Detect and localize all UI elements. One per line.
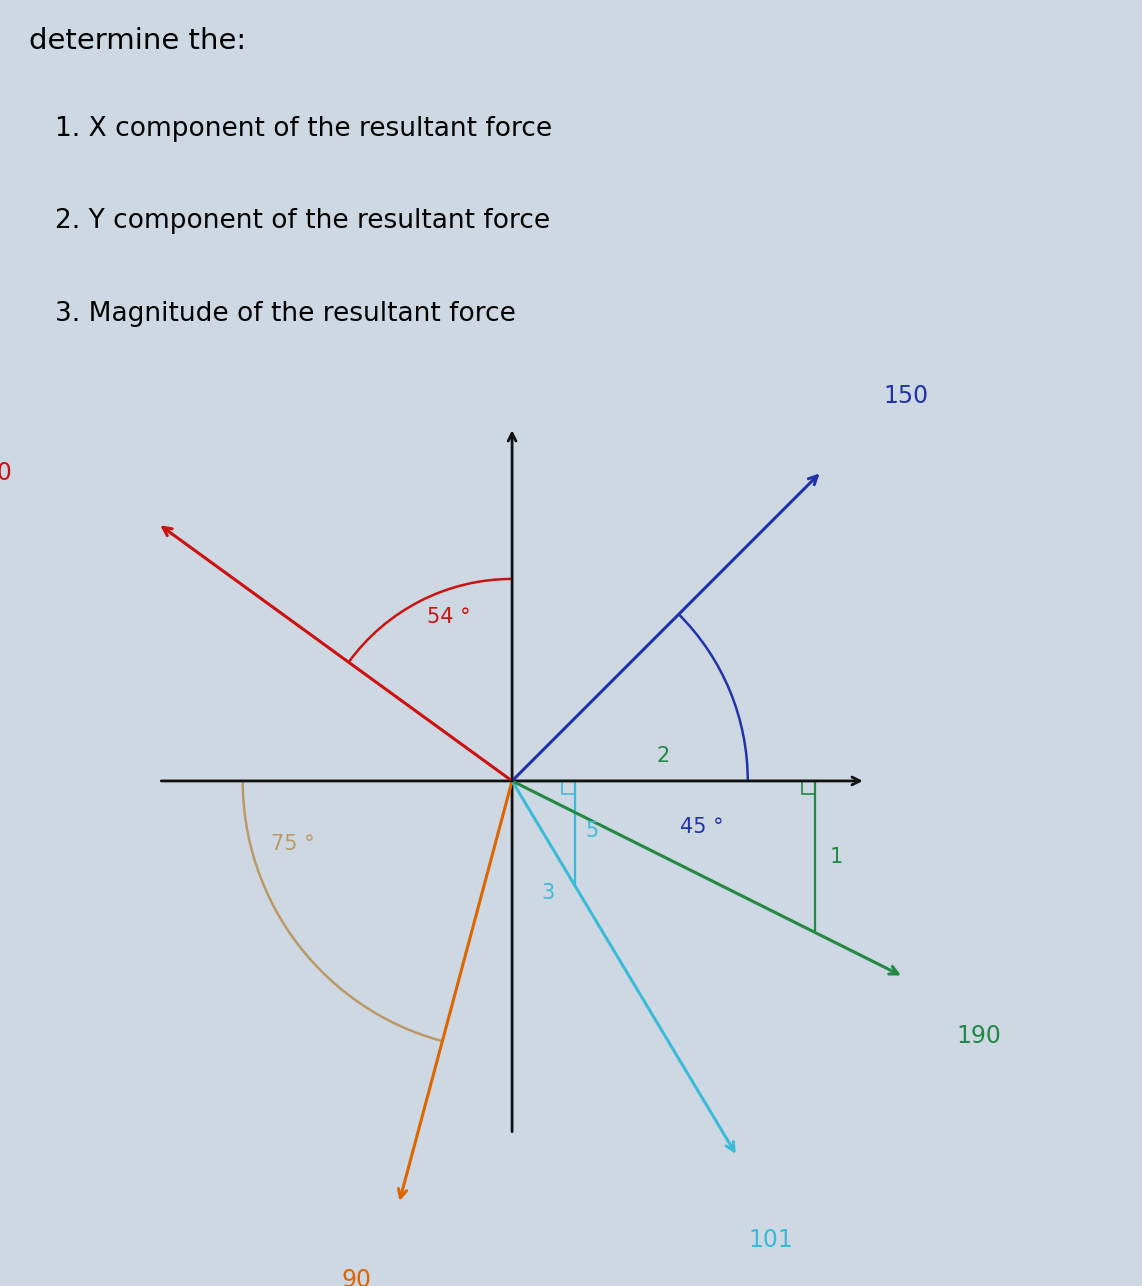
Text: 150: 150 (883, 383, 928, 408)
Text: 1: 1 (829, 846, 843, 867)
Text: 45 °: 45 ° (681, 817, 724, 837)
Text: 120: 120 (0, 462, 13, 485)
Text: 2. Y component of the resultant force: 2. Y component of the resultant force (55, 208, 550, 234)
Text: 75 °: 75 ° (272, 835, 315, 854)
Text: determine the:: determine the: (29, 27, 246, 55)
Text: 5: 5 (586, 822, 598, 841)
Text: 101: 101 (748, 1228, 794, 1253)
Text: 90: 90 (341, 1268, 371, 1286)
Text: 2: 2 (657, 746, 670, 765)
Text: 3: 3 (541, 883, 555, 903)
Text: 190: 190 (957, 1024, 1002, 1048)
Text: 3. Magnitude of the resultant force: 3. Magnitude of the resultant force (55, 301, 516, 327)
Text: 1. X component of the resultant force: 1. X component of the resultant force (55, 116, 552, 141)
Text: 54 °: 54 ° (427, 607, 471, 626)
